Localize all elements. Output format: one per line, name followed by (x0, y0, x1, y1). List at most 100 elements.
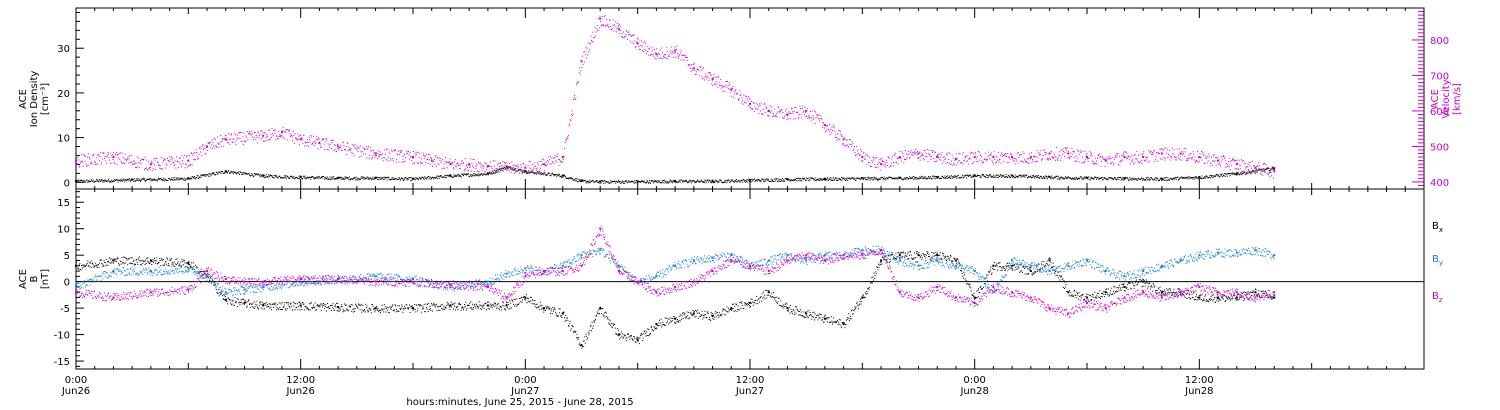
ion-density-sample (548, 172, 550, 174)
velocity-sample (652, 54, 654, 56)
ion-density-sample (640, 181, 642, 183)
ion-density-sample (194, 177, 196, 179)
velocity-point (262, 134, 265, 137)
velocity-point (299, 138, 302, 141)
ion-density-sample (376, 176, 378, 178)
ion-density-sample (233, 171, 235, 173)
ion-density-sample (656, 181, 658, 183)
velocity-sample (87, 156, 89, 158)
bx-point (767, 291, 770, 294)
ion-density-sample (186, 178, 188, 180)
velocity-sample (103, 152, 105, 154)
velocity-sample (1138, 161, 1140, 163)
velocity-sample (136, 156, 138, 158)
ion-density-sample (951, 177, 953, 179)
velocity-sample (440, 162, 442, 164)
bx-sample (136, 261, 138, 263)
velocity-sample (905, 149, 907, 151)
ion-density-sample (930, 177, 932, 179)
ion-density-sample (871, 177, 873, 179)
velocity-sample (1048, 152, 1050, 154)
ion-density-sample (937, 177, 939, 179)
velocity-sample (1222, 156, 1224, 158)
ion-density-sample (84, 181, 86, 183)
ion-density-sample (964, 175, 966, 177)
bx-sample (105, 258, 107, 260)
ion-density-sample (1190, 177, 1192, 179)
velocity-sample (243, 140, 245, 142)
ion-density-sample (1195, 177, 1197, 179)
velocity-sample (782, 116, 784, 118)
velocity-sample (1015, 158, 1017, 160)
velocity-sample (887, 156, 889, 158)
velocity-sample (584, 51, 586, 53)
velocity-sample (90, 162, 92, 164)
ion-density-sample (898, 176, 900, 178)
velocity-sample (1006, 162, 1008, 164)
ion-density-sample (1237, 173, 1239, 175)
velocity-sample (95, 162, 97, 164)
velocity-sample (891, 158, 893, 160)
velocity-sample (1261, 168, 1263, 170)
bx-sample (101, 262, 103, 264)
ion-density-sample (1100, 177, 1102, 179)
ion-density-sample (231, 171, 233, 173)
ion-density-sample (1268, 170, 1270, 172)
velocity-sample (491, 165, 493, 167)
ion-density-sample (86, 179, 88, 181)
bx-sample (131, 263, 133, 265)
ion-density-sample (1087, 177, 1088, 179)
ion-density-sample (1076, 179, 1078, 181)
ion-density-sample (546, 175, 548, 177)
ion-density-sample (835, 179, 837, 181)
ion-density-sample (664, 179, 666, 181)
ion-density-sample (815, 180, 817, 182)
bx-sample (118, 264, 120, 266)
ion-density-sample (811, 178, 813, 180)
bx-sample (128, 258, 130, 260)
ion-density-sample (1183, 177, 1185, 179)
bx-sample (148, 262, 150, 264)
ion-density-sample (79, 181, 81, 183)
ion-density-sample (585, 182, 587, 184)
velocity-sample (585, 57, 587, 59)
ion-density-sample (224, 171, 226, 173)
bx-point (1104, 291, 1107, 294)
velocity-sample (472, 158, 474, 160)
velocity-sample (992, 161, 994, 163)
velocity-sample (204, 153, 206, 155)
ion-density-sample (922, 177, 924, 179)
ion-density-sample (459, 174, 461, 176)
ion-density-sample (601, 179, 603, 181)
ion-density-sample (588, 181, 590, 183)
velocity-sample (256, 142, 258, 144)
ion-density-sample (301, 177, 303, 179)
velocity-sample (1142, 154, 1144, 156)
velocity-sample (706, 75, 708, 77)
ion-density-sample (940, 177, 942, 179)
velocity-sample (298, 136, 300, 138)
velocity-sample (245, 135, 247, 137)
velocity-sample (266, 135, 268, 137)
velocity-sample (1229, 157, 1231, 159)
velocity-sample (728, 88, 730, 90)
ion-density-sample (1034, 175, 1036, 177)
ion-density-sample (848, 177, 850, 179)
ion-density-sample (1059, 178, 1061, 180)
ion-density-sample (947, 177, 949, 179)
ion-density-sample (928, 178, 930, 180)
velocity-sample (400, 150, 402, 152)
velocity-sample (323, 139, 325, 141)
ion-density-sample (1035, 177, 1037, 179)
ion-density-sample (773, 180, 775, 182)
velocity-sample (933, 158, 935, 160)
velocity-sample (320, 147, 322, 149)
ion-density-sample (906, 177, 908, 179)
ion-density-sample (630, 181, 632, 183)
velocity-sample (1118, 164, 1120, 166)
velocity-sample (425, 153, 427, 155)
velocity-sample (928, 149, 930, 151)
velocity-sample (1000, 162, 1002, 164)
velocity-sample (871, 159, 873, 161)
velocity-sample (82, 165, 84, 167)
